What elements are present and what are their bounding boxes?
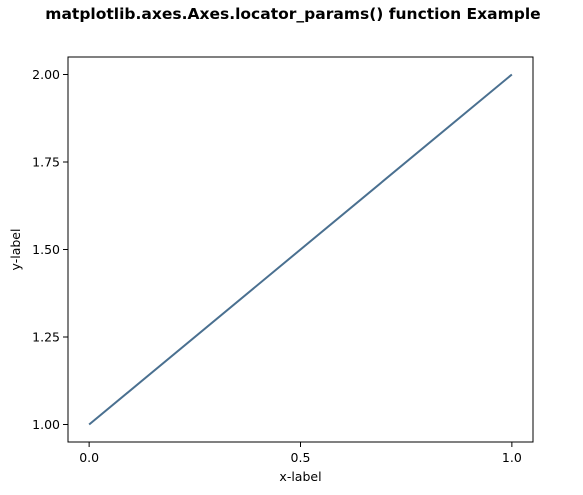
- y-tick-label: 1.75: [32, 155, 60, 170]
- x-axis-label: x-label: [279, 469, 321, 484]
- plot-area: 0.0 0.5 1.0 1.00 1.25 1.50 1.75 2.00: [32, 56, 534, 465]
- y-tick-label: 1.00: [32, 417, 60, 432]
- series-layer: [88, 73, 513, 426]
- x-tick-label: 0.5: [291, 450, 311, 465]
- chart-title: matplotlib.axes.Axes.locator_params() fu…: [45, 5, 540, 23]
- y-tick-label: 1.25: [32, 330, 60, 345]
- y-tick-label: 1.50: [32, 242, 60, 257]
- y-axis: 1.00 1.25 1.50 1.75 2.00: [32, 67, 68, 432]
- x-axis: 0.0 0.5 1.0: [79, 442, 522, 465]
- x-tick-label: 1.0: [502, 450, 522, 465]
- x-tick-label: 0.0: [79, 450, 99, 465]
- y-tick-label: 2.00: [32, 67, 60, 82]
- series-line-0: [88, 73, 513, 426]
- y-axis-label: y-label: [8, 229, 23, 271]
